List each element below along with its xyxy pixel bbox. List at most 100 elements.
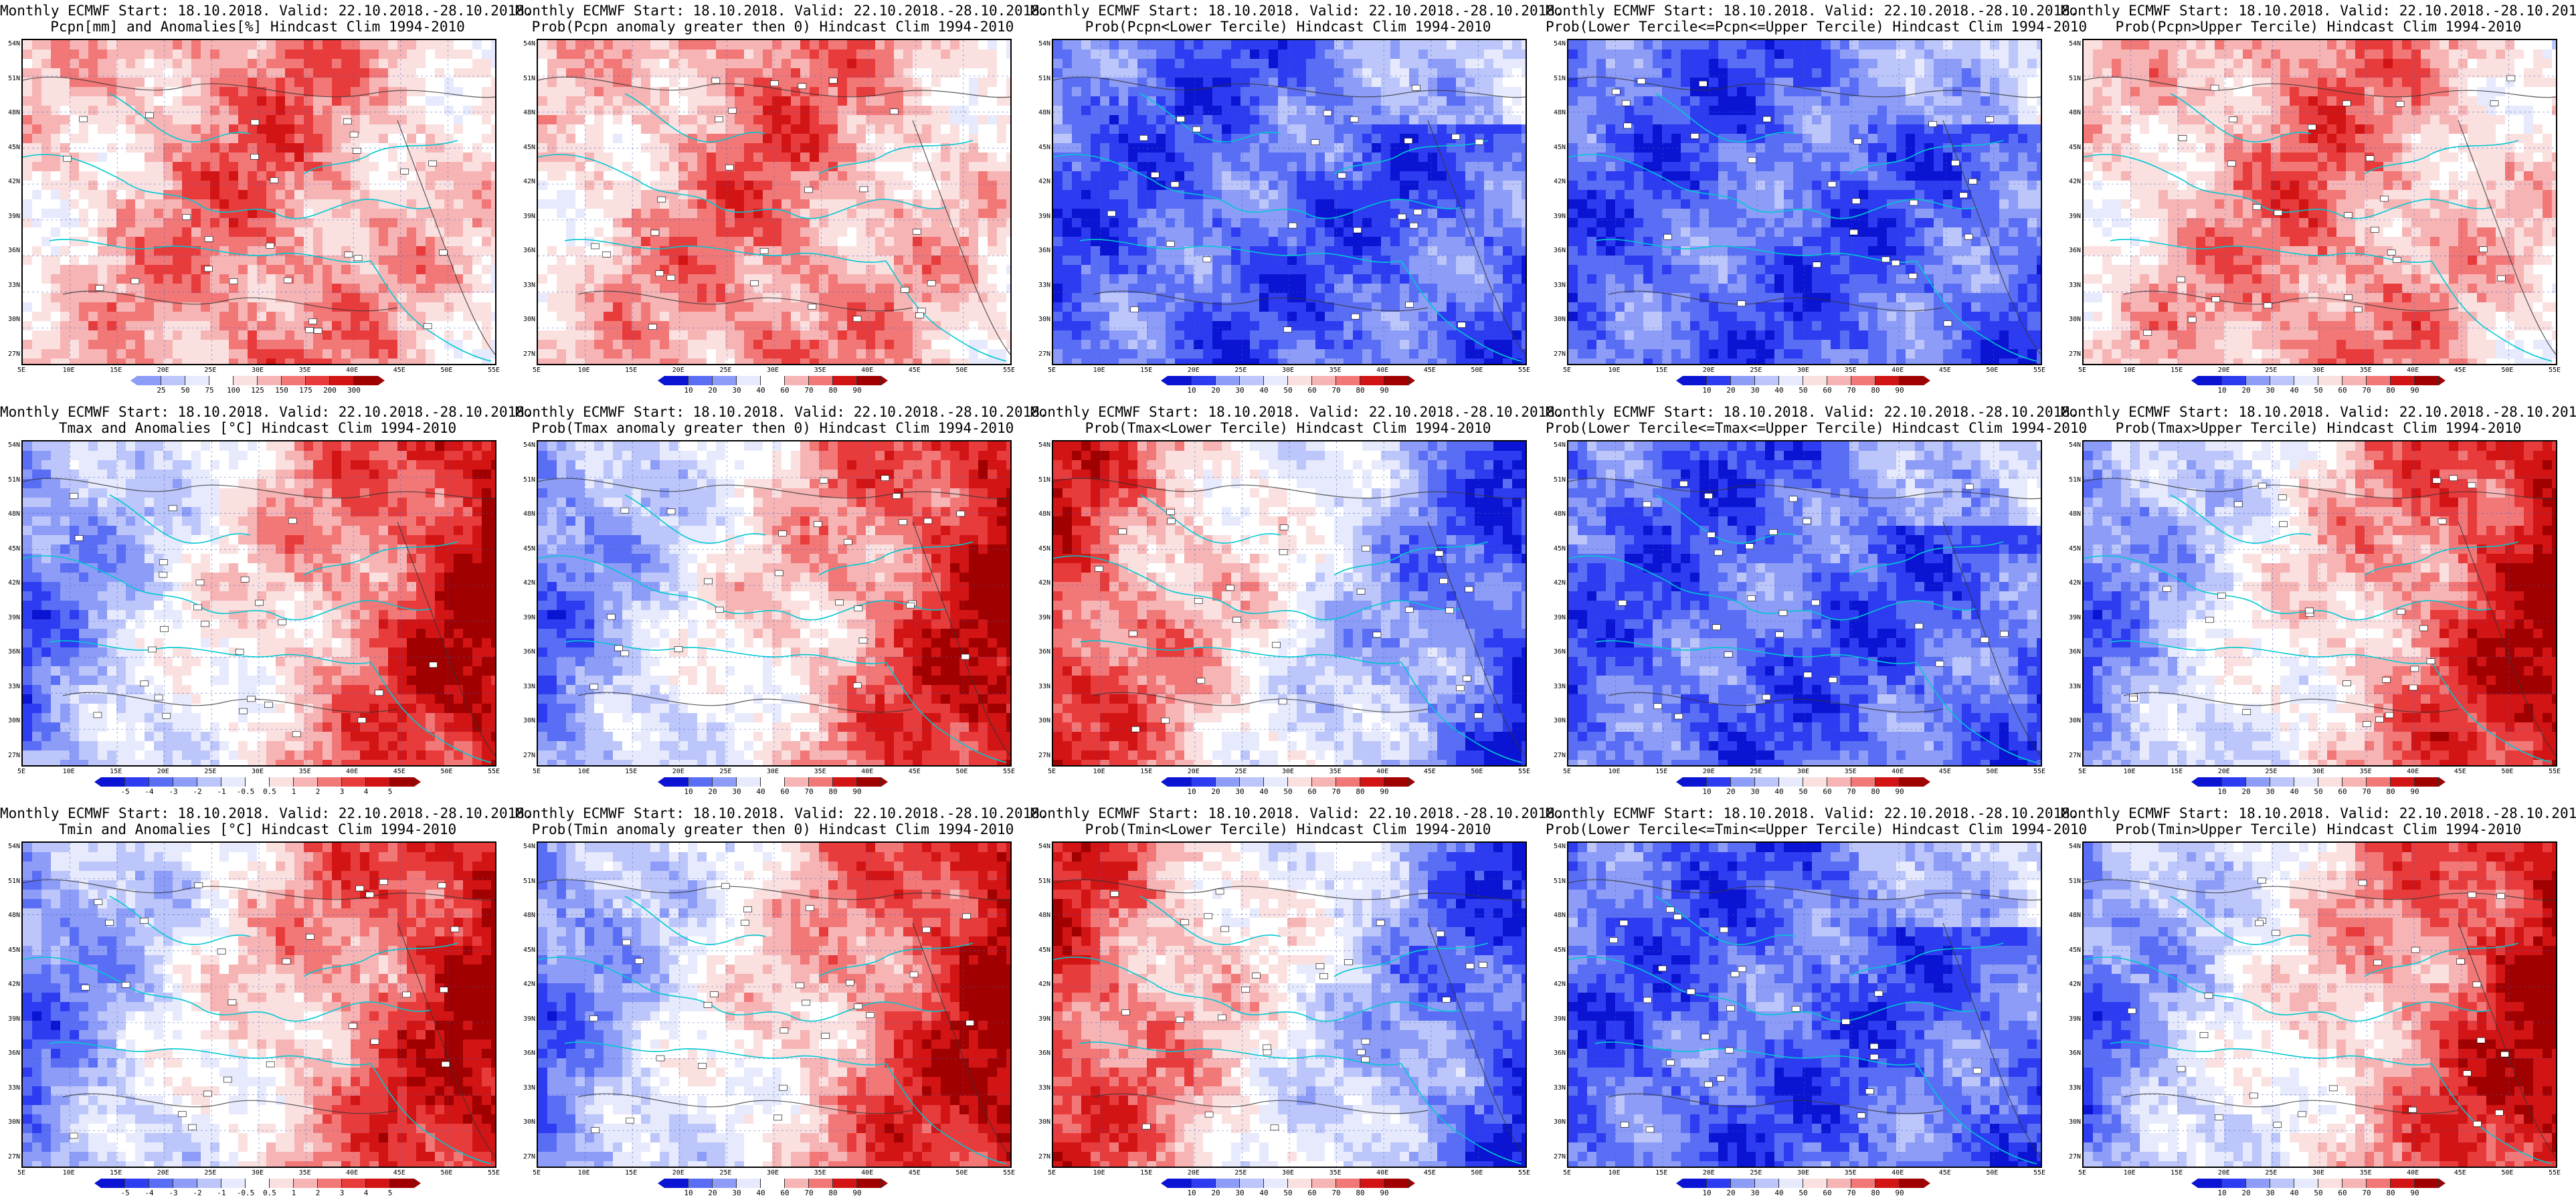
colorbar-label: 10 [1178,387,1205,395]
colorbar [1676,777,1930,787]
latitude-label: 51N [2062,878,2081,886]
colorbar-cell [294,777,318,787]
latitude-label: 30N [517,316,535,324]
longitude-label: 5E [11,367,31,375]
longitude-label: 10E [59,1169,79,1177]
longitude-label: 30E [1793,768,1813,776]
longitude-label: 30E [1793,1169,1813,1177]
colorbar-cell [688,777,713,787]
colorbar-label: 200 [316,387,343,395]
latitude-label: 36N [517,648,535,656]
latitude-label: 27N [517,1153,535,1161]
latitude-label: 48N [2062,109,2081,117]
forecast-panel: Monthly ECMWF Start: 18.10.2018. Valid: … [1546,401,2087,803]
colorbar-low-arrow [1676,777,1683,787]
forecast-panel: Monthly ECMWF Start: 18.10.2018. Valid: … [515,0,1048,401]
longitude-label: 30E [763,367,783,375]
latitude-label: 27N [1032,1153,1050,1161]
longitude-label: 10E [1089,367,1109,375]
latitude-label: 36N [1,1049,20,1058]
latitude-label: 30N [2062,717,2081,725]
panel-title-line1: Monthly ECMWF Start: 18.10.2018. Valid: … [1030,404,1564,420]
colorbar-cell [1216,1179,1240,1188]
longitude-label: 10E [59,367,79,375]
latitude-label: 36N [1032,247,1050,255]
latitude-label: 42N [2062,579,2081,587]
colorbar-label: 60 [771,788,798,796]
colorbar-cell [2294,1179,2318,1188]
forecast-panel: Monthly ECMWF Start: 18.10.2018. Valid: … [2061,803,2576,1204]
latitude-label: 36N [1,648,20,656]
longitude-label: 35E [2356,768,2376,776]
colorbar-cell [2318,1179,2342,1188]
colorbar-cell [390,1179,414,1188]
colorbar-label: 60 [771,387,798,395]
longitude-label: 45E [905,367,925,375]
panel-title-line2: Prob(Tmin>Upper Tercile) Hindcast Clim 1… [2061,821,2576,837]
longitude-label: 55E [1514,1169,1534,1177]
longitude-label: 35E [810,1169,830,1177]
latitude-label: 39N [2062,1015,2081,1023]
colorbar-label: 10 [1178,1189,1205,1197]
colorbar-cell [761,376,785,385]
latitude-label: 54N [2062,441,2081,449]
latitude-label: 33N [1032,1084,1050,1092]
forecast-map [1567,440,2042,767]
colorbar-cell [664,376,688,385]
forecast-map [2082,841,2557,1168]
colorbar-label: 2 [304,1189,331,1197]
colorbar-label: 50 [1275,387,1301,395]
panel-title-line2: Prob(Tmax>Upper Tercile) Hindcast Clim 1… [2061,420,2576,436]
latitude-label: 39N [517,614,535,622]
colorbar-high-arrow [881,376,888,385]
colorbar-cell [1168,376,1192,385]
colorbar-label: 30 [1742,387,1768,395]
colorbar-label: 175 [292,387,319,395]
latitude-label: 42N [1,178,20,186]
longitude-label: 20E [1699,1169,1719,1177]
forecast-panel: Monthly ECMWF Start: 18.10.2018. Valid: … [2061,0,2576,401]
colorbar-low-arrow [658,376,664,385]
colorbar-cell [2270,1179,2294,1188]
colorbar-cell [173,1179,197,1188]
colorbar-cell [1288,777,1312,787]
colorbar-label: -3 [160,788,187,796]
longitude-label: 50E [951,367,972,375]
latitude-label: 39N [1547,614,1566,622]
colorbar-cell [1755,1179,1779,1188]
panel-title-line2: Prob(Pcpn<Lower Tercile) Hindcast Clim 1… [1030,19,1546,35]
longitude-label: 45E [1420,768,1440,776]
longitude-label: 40E [1372,768,1392,776]
colorbar-cell [390,777,414,787]
colorbar-label: 30 [2257,387,2284,395]
forecast-panel: Monthly ECMWF Start: 18.10.2018. Valid: … [1030,0,1564,401]
colorbar [94,777,421,787]
colorbar-cell [1192,1179,1216,1188]
colorbar-label: 70 [1323,788,1350,796]
colorbar-cell [809,1179,833,1188]
colorbar-label: -2 [184,788,211,796]
longitude-label: 30E [248,1169,268,1177]
colorbar-low-arrow [658,777,664,787]
colorbar-cell [857,376,881,385]
colorbar-cell [1875,376,1900,385]
colorbar-label: 90 [844,1189,870,1197]
colorbar-cell [1240,777,1264,787]
colorbar-cell [1312,777,1336,787]
longitude-label: 55E [999,367,1019,375]
colorbar-high-arrow [881,777,888,787]
longitude-label: 40E [2403,367,2423,375]
colorbar-label: 60 [2329,387,2356,395]
colorbar-high-arrow [1408,777,1415,787]
longitude-label: 20E [153,768,173,776]
longitude-label: 20E [153,367,173,375]
latitude-label: 42N [517,178,535,186]
colorbar-cell [1288,376,1312,385]
colorbar-cell [2391,1179,2415,1188]
colorbar-label: 80 [1347,1189,1374,1197]
colorbar-label: 80 [820,387,846,395]
longitude-label: 25E [200,1169,220,1177]
colorbar-label: -4 [136,788,163,796]
colorbar-cell [2367,376,2391,385]
